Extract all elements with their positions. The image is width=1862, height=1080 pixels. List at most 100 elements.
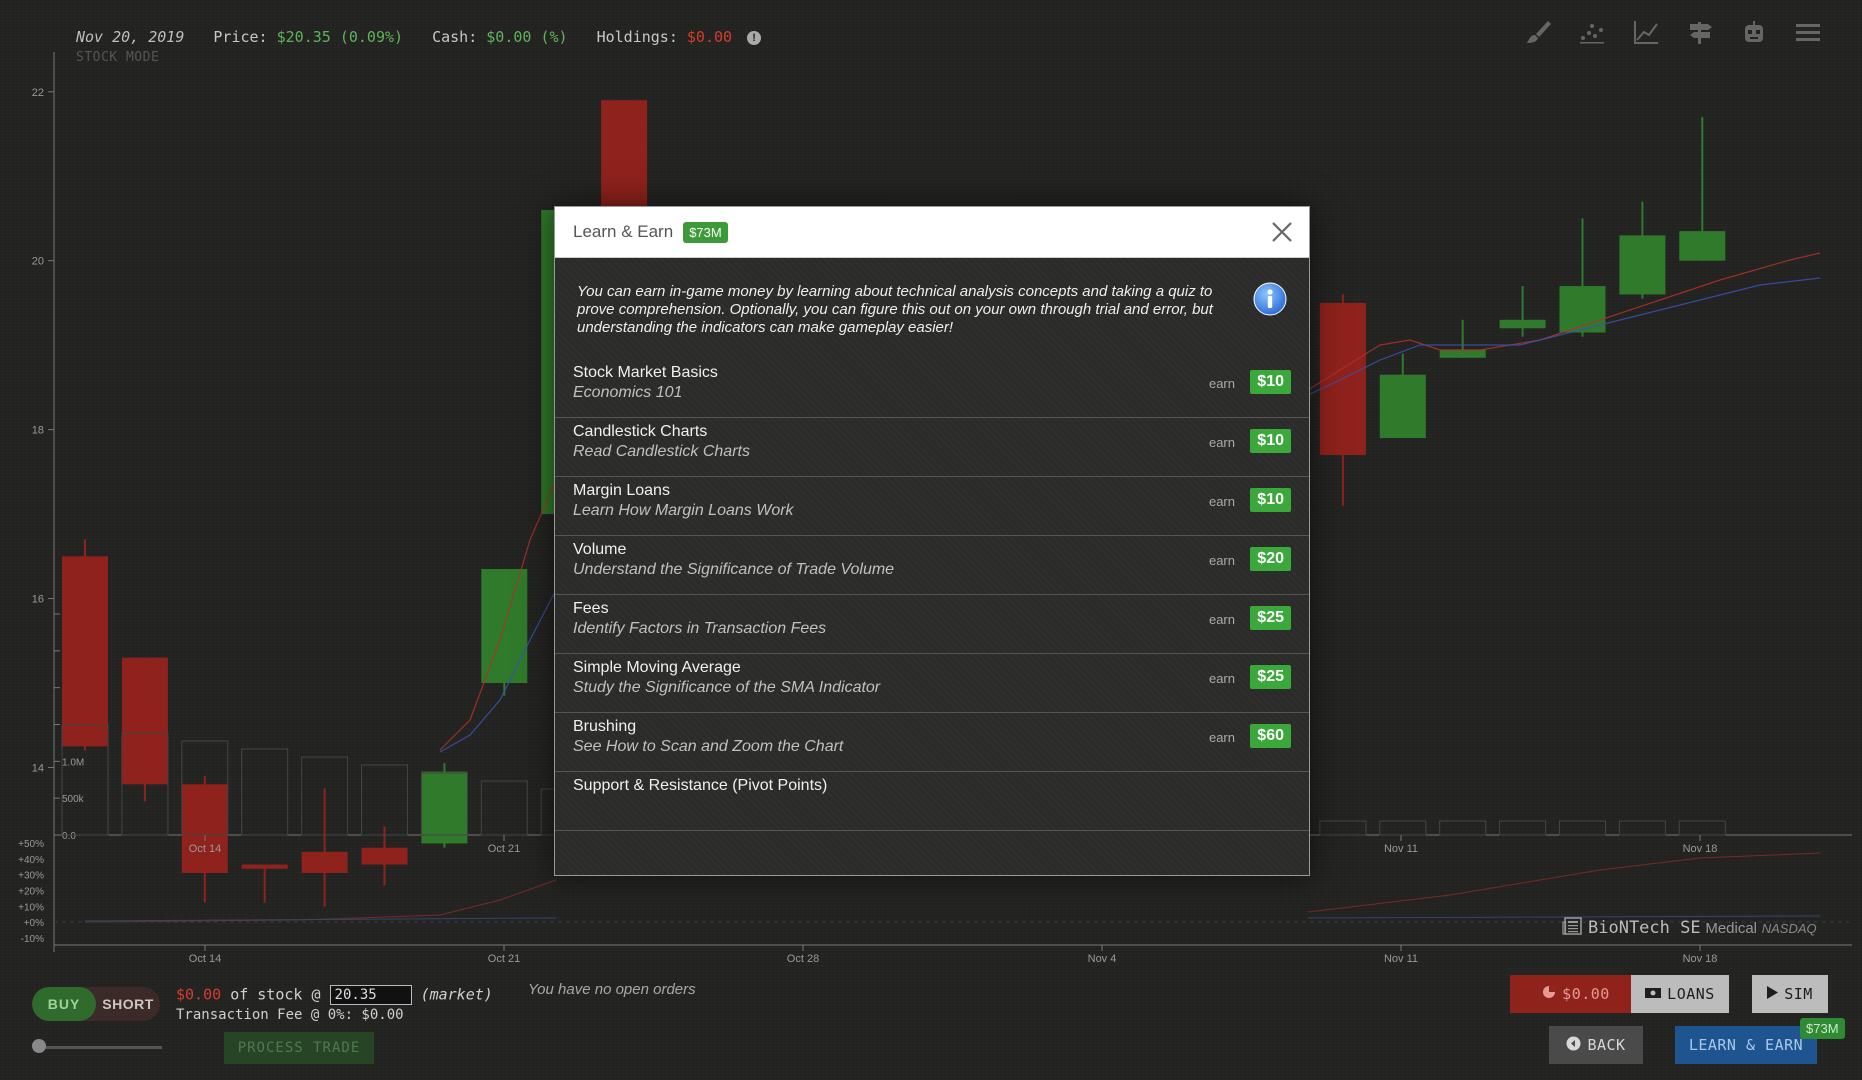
learn-earn-modal: Learn & Earn $73M You can earn in-game m… <box>554 206 1310 876</box>
lesson-title: Support & Resistance (Pivot Points) <box>573 777 828 794</box>
y-tick-label: 22 <box>32 87 44 99</box>
lower-x-tick-label: Oct 21 <box>488 953 520 965</box>
mode-label: STOCK MODE <box>76 50 160 65</box>
return-line <box>1307 852 1821 913</box>
back-arrow-icon <box>1566 1036 1581 1055</box>
volume-bar <box>361 764 408 836</box>
lesson-row[interactable]: Fees Identify Factors in Transaction Fees… <box>555 583 1309 654</box>
process-trade-button[interactable]: PROCESS TRADE <box>224 1032 374 1064</box>
x-tick-label: Nov 11 <box>1384 843 1418 855</box>
cash-button[interactable]: $0.00 <box>1510 975 1642 1013</box>
candle-body <box>1619 235 1666 295</box>
price-input[interactable] <box>329 985 412 1005</box>
volume-bar <box>1319 820 1367 836</box>
benchmark-line <box>84 917 557 922</box>
holdings-info-icon[interactable]: ! <box>747 30 762 45</box>
signpost-icon[interactable] <box>1686 18 1714 46</box>
volume-tick-label: 500k <box>62 794 85 805</box>
lesson-subtitle: Identify Factors in Transaction Fees <box>573 620 827 637</box>
modal-intro-text: You can earn in-game money by learning a… <box>577 283 1213 336</box>
lesson-row[interactable]: Simple Moving Average Study the Significa… <box>555 642 1309 713</box>
menu-icon[interactable] <box>1794 18 1822 46</box>
company-name: BioNTech SE <box>1588 917 1701 938</box>
volume-bar <box>420 772 468 836</box>
candle-body <box>121 657 168 785</box>
candle-body <box>1499 319 1546 329</box>
lower-x-tick-label: Oct 28 <box>787 953 819 965</box>
earn-label: earn <box>1208 494 1235 509</box>
modal-title: Learn & Earn <box>573 222 674 241</box>
lesson-reward-badge[interactable]: $25 <box>1250 665 1291 689</box>
volume-tick-label: 1.0M <box>62 757 84 768</box>
y-tick-label: 20 <box>32 256 44 268</box>
lesson-row[interactable]: Brushing See How to Scan and Zoom the Cha… <box>555 701 1309 772</box>
robot-icon[interactable] <box>1740 18 1768 46</box>
volume-bar <box>1379 820 1427 836</box>
x-tick-label: Oct 21 <box>488 843 520 855</box>
volume-bar <box>1499 820 1547 836</box>
percent-tick-label: -10% <box>21 934 44 945</box>
cash-value: $0.00 (%) <box>486 28 568 46</box>
percent-tick-label: +10% <box>18 902 44 913</box>
close-icon[interactable] <box>1269 219 1295 245</box>
trade-amount[interactable]: $0.00 <box>176 985 222 1004</box>
candle-body <box>181 784 228 874</box>
amount-slider-handle[interactable] <box>32 1039 46 1053</box>
play-icon <box>1767 985 1779 1003</box>
lesson-title: Brushing <box>573 718 637 735</box>
learn-and-earn-button[interactable]: LEARN & EARN <box>1675 1026 1817 1064</box>
lesson-reward-badge[interactable]: $60 <box>1250 724 1291 748</box>
back-button[interactable]: BACK <box>1549 1026 1643 1064</box>
lower-x-tick-label: Nov 4 <box>1088 953 1117 965</box>
earn-label: earn <box>1208 612 1235 627</box>
sim-button[interactable]: SIM <box>1752 975 1828 1013</box>
volume-bar <box>480 780 528 836</box>
brush-icon[interactable] <box>1524 18 1552 46</box>
transaction-fee-label: Transaction Fee @ 0%: $0.00 <box>176 1007 404 1023</box>
holdings-value: $0.00 <box>686 28 733 46</box>
volume-bar <box>1439 820 1487 836</box>
company-label: BioNTech SE Medical NASDAQ <box>1562 917 1817 940</box>
buy-toggle[interactable]: BUY <box>32 987 96 1021</box>
lesson-row[interactable]: Support & Resistance (Pivot Points) <box>555 760 1309 831</box>
lesson-subtitle: See How to Scan and Zoom the Chart <box>573 738 844 755</box>
benchmark-line <box>1307 915 1821 919</box>
learn-earn-badge: $73M <box>1800 1018 1845 1039</box>
lesson-row[interactable]: Stock Market Basics Economics 101 earn $10 <box>555 347 1309 418</box>
candle-body <box>1559 286 1606 333</box>
lesson-reward-badge[interactable]: $10 <box>1250 488 1291 512</box>
info-icon <box>1253 282 1287 316</box>
lesson-row[interactable]: Margin Loans Learn How Margin Loans Work e… <box>555 465 1309 536</box>
lesson-row[interactable]: Candlestick Charts Read Candlestick Chart… <box>555 406 1309 477</box>
trade-direction-toggle[interactable]: BUY SHORT <box>32 987 160 1021</box>
modal-header: Learn & Earn $73M <box>555 207 1309 258</box>
modal-balance-badge: $73M <box>683 221 728 243</box>
price-label: Price: <box>213 28 268 46</box>
lesson-title: Simple Moving Average <box>573 659 741 676</box>
earn-label: earn <box>1208 376 1235 391</box>
cash-label: Cash: <box>432 28 478 46</box>
line-chart-icon[interactable] <box>1632 18 1660 46</box>
amount-slider-track[interactable] <box>36 1046 162 1049</box>
scatter-dots-icon[interactable] <box>1578 18 1606 46</box>
lesson-reward-badge[interactable]: $20 <box>1250 547 1291 571</box>
lesson-reward-badge[interactable]: $10 <box>1250 370 1291 394</box>
lesson-reward-badge[interactable]: $25 <box>1250 606 1291 630</box>
newspaper-icon[interactable] <box>1562 917 1582 940</box>
current-date: Nov 20, 2019 <box>76 28 185 46</box>
lesson-subtitle: Read Candlestick Charts <box>573 443 750 460</box>
return-line <box>84 879 557 923</box>
volume-bar <box>1618 820 1666 836</box>
lesson-subtitle: Study the Significance of the SMA Indica… <box>573 679 881 696</box>
volume-bar <box>241 748 289 836</box>
percent-tick-label: +50% <box>18 839 44 850</box>
status-bar: Nov 20, 2019 Price: $20.35 (0.09%) Cash:… <box>76 28 762 46</box>
percent-tick-label: +20% <box>18 887 44 898</box>
loans-button[interactable]: LOANS <box>1631 975 1729 1013</box>
short-toggle[interactable]: SHORT <box>102 996 154 1012</box>
volume-bar <box>1559 820 1606 836</box>
lesson-row[interactable]: Volume Understand the Significance of Tra… <box>555 524 1309 595</box>
trade-order-line: $0.00 of stock @ (market) <box>176 985 493 1005</box>
lesson-reward-badge[interactable]: $10 <box>1250 429 1291 453</box>
candle-body <box>421 771 468 844</box>
